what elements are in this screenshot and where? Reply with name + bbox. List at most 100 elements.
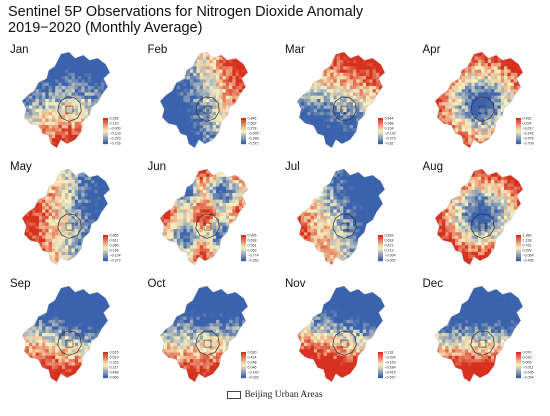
colorbar-tick-label: 0.638 bbox=[247, 239, 256, 243]
colorbar-tick-label: −0.415 bbox=[385, 371, 396, 375]
urban-area-legend-label: Beijing Urban Areas bbox=[244, 390, 323, 400]
nitrogen-dioxide-map: 0.118−0.024−0.153−0.284−0.415−0.547 bbox=[296, 285, 396, 383]
colorbar-tick-label: −0.134 bbox=[110, 254, 121, 258]
city-center-marker bbox=[340, 222, 349, 231]
colorbar-tick-label: 0.452 bbox=[522, 117, 531, 121]
colorbar-tick-label: 0.217 bbox=[110, 366, 119, 370]
colorbar-tick-label: 1.128 bbox=[522, 239, 531, 243]
colorbar-tick-label: 0.618 bbox=[385, 239, 394, 243]
colorbar-tick-label: 0.134 bbox=[385, 127, 394, 131]
map-panel-jul: Jul 0.826 0.618 0.421 0.213 −0.004 −0.002 bbox=[275, 155, 412, 272]
urban-area-outline bbox=[194, 96, 220, 122]
map-panel-dec: Dec 0.070 0.016 0.005 −0.011 −0.035 −0.054 bbox=[413, 272, 550, 389]
colorbar-tick-label: −0.372 bbox=[110, 259, 121, 263]
beijing-boundary bbox=[434, 285, 523, 383]
colorbar-tick-label: 0.224 bbox=[522, 122, 531, 126]
colorbar-tick-label: −0.262 bbox=[247, 259, 258, 263]
colorbar-tick-label: −0.709 bbox=[522, 142, 533, 146]
map-panel-nov: Nov 0.118 −0.024 −0.153 −0.284 −0.415 −0.547 bbox=[275, 272, 412, 389]
colorbar-tick-label: −0.064 bbox=[522, 254, 533, 258]
city-center-marker bbox=[203, 339, 211, 348]
urban-area-outline bbox=[194, 330, 220, 356]
title-line-2: 2019−2020 (Monthly Average) bbox=[8, 20, 203, 36]
colorbar-tick-label: 0.005 bbox=[522, 361, 531, 365]
colorbar-tick-label: 0.136 bbox=[110, 249, 119, 253]
beijing-boundary bbox=[434, 51, 523, 149]
colorbar-tick-label: 0.278 bbox=[247, 127, 256, 131]
colorbar-tick-label: 0.424 bbox=[247, 356, 256, 360]
urban-area-outline bbox=[332, 96, 357, 122]
beijing-boundary bbox=[296, 285, 386, 383]
colorbar-tick-label: 0.016 bbox=[522, 356, 531, 360]
city-center-marker bbox=[65, 339, 74, 348]
map-panel-oct: Oct 0.630 0.424 0.248 0.046 −0.142 −0.333 bbox=[138, 272, 275, 389]
map-panel-feb: Feb 0.846 0.562 0.278 −0.005 −0.289 −0.572 bbox=[138, 38, 275, 155]
colorbar-tick-label: 0.448 bbox=[110, 371, 119, 375]
city-center-marker bbox=[203, 222, 211, 231]
beijing-boundary bbox=[21, 51, 111, 149]
city-center-marker bbox=[340, 105, 349, 114]
colorbar-tick-label: −0.284 bbox=[385, 366, 396, 370]
colorbar-tick-label: −0.62 bbox=[385, 142, 394, 146]
urban-area-outline bbox=[332, 330, 357, 356]
colorbar-tick-label: 0.046 bbox=[247, 366, 256, 370]
figure-title: Sentinel 5P Observations for Nitrogen Di… bbox=[8, 4, 363, 36]
month-label: Aug bbox=[422, 161, 443, 173]
colorbar-tick-label: 0.248 bbox=[247, 361, 256, 365]
colorbar-tick-label: 0.644 bbox=[385, 117, 394, 121]
map-panel-jun: Jun 0.926 0.638 0.351 0.063 −0.774 −0.262 bbox=[138, 155, 275, 272]
map-panel-apr: Apr 0.452 0.224 −0.017 −0.242 −0.476 −0.709 bbox=[413, 38, 550, 155]
colorbar-tick-label: −0.120 bbox=[385, 132, 396, 136]
colorbar-tick-label: 0.315 bbox=[110, 361, 119, 365]
month-label: Jun bbox=[147, 161, 167, 173]
colorbar-tick-label: −0.002 bbox=[385, 259, 396, 263]
colorbar-tick-label: −0.774 bbox=[247, 254, 258, 258]
colorbar-tick-label: 0.268 bbox=[110, 117, 119, 121]
month-label: Sep bbox=[10, 278, 31, 290]
colorbar-tick-label: 0.826 bbox=[385, 234, 394, 238]
month-label: Nov bbox=[285, 278, 306, 290]
month-label: Apr bbox=[422, 44, 441, 56]
urban-area-outline bbox=[57, 330, 82, 356]
colorbar-tick-label: −0.375 bbox=[385, 137, 396, 141]
month-label: Oct bbox=[147, 278, 166, 290]
colorbar-tick-label: 0.611 bbox=[110, 239, 119, 243]
colorbar-tick-label: −0.054 bbox=[522, 376, 533, 380]
colorbar-tick-label: 0.070 bbox=[522, 351, 531, 355]
urban-area-outline bbox=[332, 213, 357, 239]
urban-area-outline bbox=[57, 213, 82, 239]
colorbar-tick-label: 0.351 bbox=[247, 244, 256, 248]
month-label: Jan bbox=[10, 44, 29, 56]
colorbar-tick-label: 0.063 bbox=[110, 376, 119, 380]
map-panel-aug: Aug 1.389 1.128 0.761 0.399 −0.064 −0.430 bbox=[413, 155, 550, 272]
colorbar-tick-label: 0.846 bbox=[247, 117, 256, 121]
urban-area-swatch bbox=[227, 390, 242, 399]
beijing-boundary bbox=[434, 168, 523, 266]
month-label: Feb bbox=[147, 44, 168, 56]
month-label: May bbox=[10, 161, 32, 173]
colorbar-tick-label: 0.063 bbox=[247, 249, 256, 253]
colorbar-tick-label: −0.220 bbox=[110, 137, 121, 141]
map-panel-sep: Sep 0.615 0.523 0.315 0.217 0.448 0.063 bbox=[0, 272, 137, 389]
city-center-marker bbox=[65, 105, 74, 114]
beijing-boundary bbox=[159, 285, 248, 383]
urban-area-outline bbox=[469, 330, 495, 356]
colorbar-tick-label: 0.133 bbox=[110, 122, 119, 126]
urban-area-outline bbox=[469, 96, 495, 122]
city-center-marker bbox=[478, 339, 486, 348]
city-center-marker bbox=[340, 339, 349, 348]
